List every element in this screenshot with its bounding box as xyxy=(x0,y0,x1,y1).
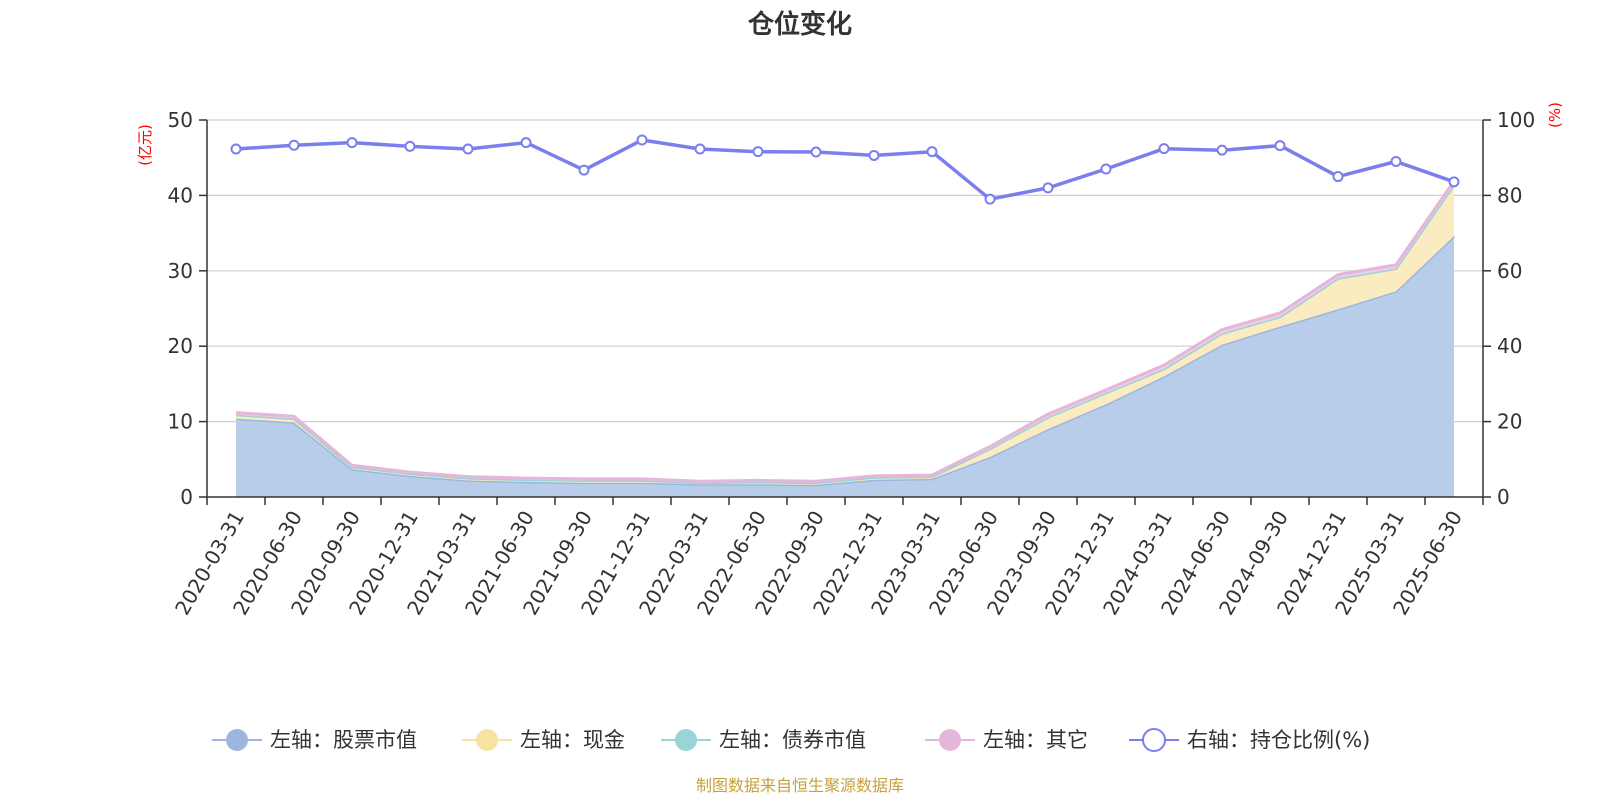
ratio-line xyxy=(235,138,1455,201)
ratio-point xyxy=(1216,144,1228,156)
legend-marker xyxy=(1142,728,1166,752)
ratio-line-layer xyxy=(230,134,1460,205)
ratio-point xyxy=(1042,182,1054,194)
ratio-point xyxy=(1448,176,1460,188)
area-series-line xyxy=(235,180,1456,483)
ratio-point xyxy=(1100,163,1112,175)
ratio-point xyxy=(926,146,938,158)
ratio-point xyxy=(1390,155,1402,167)
chart-title: 仓位变化 xyxy=(747,9,852,40)
left-tick-label: 30 xyxy=(168,259,193,283)
legend: 左轴：股票市值 左轴：现金 左轴：债券市值 左轴：其它 右轴：持仓比例(%) xyxy=(212,728,1370,752)
ratio-point xyxy=(1332,171,1344,183)
left-tick-label: 0 xyxy=(180,485,193,509)
ratio-point xyxy=(346,137,358,149)
ratio-point xyxy=(868,149,880,161)
left-axis-unit-label: (亿元) xyxy=(136,124,154,166)
right-tick-label: 0 xyxy=(1497,485,1510,509)
right-tick-label: 40 xyxy=(1497,334,1522,358)
ratio-point xyxy=(1274,140,1286,152)
plot-areas xyxy=(235,180,1456,497)
left-tick-label: 50 xyxy=(168,108,193,132)
legend-label: 左轴：债券市值 xyxy=(719,728,866,752)
legend-label: 左轴：其它 xyxy=(983,728,1088,752)
ratio-point xyxy=(694,143,706,155)
legend-marker xyxy=(675,729,697,751)
legend-label: 右轴：持仓比例(%) xyxy=(1187,728,1370,752)
ratio-point xyxy=(462,143,474,155)
ratio-point xyxy=(636,134,648,146)
ratio-point xyxy=(404,140,416,152)
right-tick-label: 80 xyxy=(1497,183,1522,207)
ratio-point xyxy=(752,146,764,158)
legend-marker xyxy=(939,729,961,751)
ratio-point xyxy=(578,164,590,176)
ratio-point xyxy=(810,146,822,158)
right-axis-unit-label: (%) xyxy=(1546,102,1564,128)
left-tick-label: 10 xyxy=(168,410,193,434)
ratio-point xyxy=(520,137,532,149)
ratio-point xyxy=(288,139,300,151)
legend-label: 左轴：股票市值 xyxy=(270,728,417,752)
right-tick-label: 20 xyxy=(1497,410,1522,434)
left-tick-label: 20 xyxy=(168,334,193,358)
right-tick-label: 100 xyxy=(1497,108,1535,132)
area-left-fill xyxy=(236,236,1454,497)
left-tick-label: 40 xyxy=(168,183,193,207)
ratio-point xyxy=(230,143,242,155)
right-tick-label: 60 xyxy=(1497,259,1522,283)
legend-marker xyxy=(226,729,248,751)
source-note: 制图数据来自恒生聚源数据库 xyxy=(696,776,904,795)
legend-marker xyxy=(476,729,498,751)
ratio-point xyxy=(1158,143,1170,155)
ratio-point xyxy=(984,193,996,205)
legend-label: 左轴：现金 xyxy=(520,728,625,752)
